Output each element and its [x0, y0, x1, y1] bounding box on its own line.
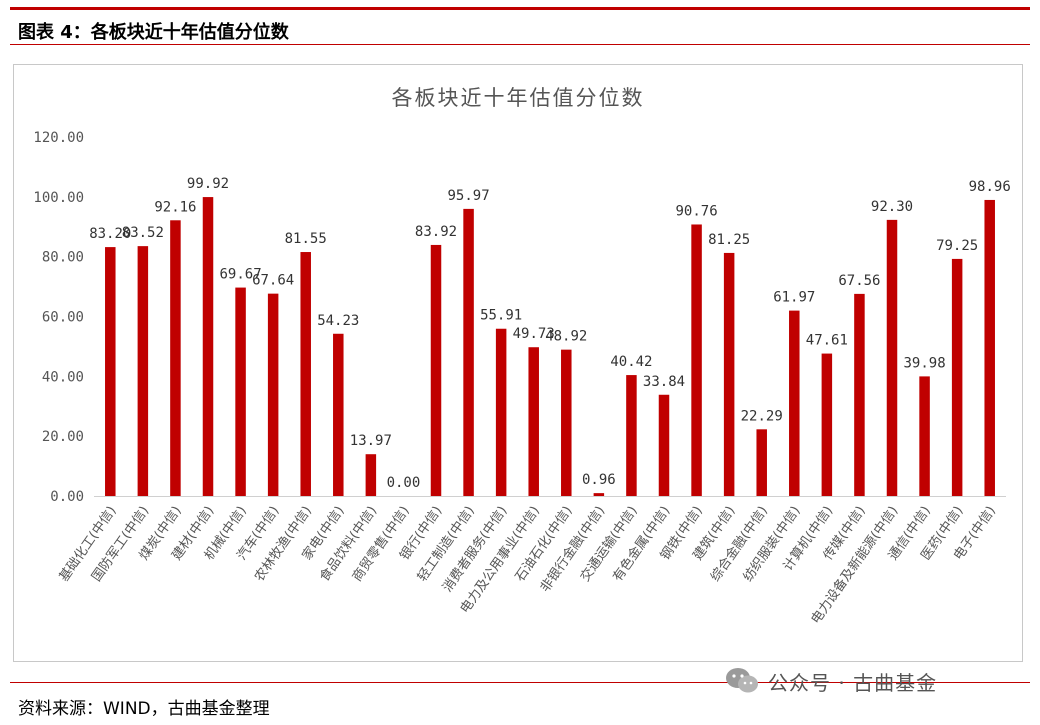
bar — [235, 287, 246, 496]
bar — [267, 293, 279, 496]
bar — [756, 429, 767, 496]
wechat-icon — [726, 668, 758, 693]
data-label: 83.20 — [89, 226, 131, 242]
bar — [463, 208, 474, 496]
bottom-rule — [10, 682, 1030, 683]
data-label: 79.25 — [936, 238, 978, 254]
data-label: 22.29 — [741, 408, 783, 424]
data-label: 81.25 — [708, 232, 750, 248]
watermark: 公众号 · 古曲基金 — [724, 666, 937, 696]
bar — [300, 252, 311, 496]
data-label: 92.30 — [871, 199, 913, 215]
bar — [561, 349, 572, 496]
data-label: 55.91 — [480, 308, 522, 324]
y-tick-label: 120.00 — [33, 130, 84, 146]
data-label: 40.42 — [610, 354, 652, 370]
bar — [495, 328, 507, 496]
bar — [365, 454, 377, 496]
y-tick-label: 80.00 — [42, 250, 84, 266]
data-label: 90.76 — [675, 203, 717, 219]
data-label: 83.92 — [415, 224, 457, 240]
y-tick-label: 0.00 — [50, 489, 84, 505]
data-label: 67.56 — [838, 273, 880, 289]
data-label: 54.23 — [317, 313, 359, 329]
data-label: 98.96 — [969, 179, 1011, 195]
y-tick-label: 100.00 — [33, 190, 84, 206]
data-label: 92.16 — [154, 199, 196, 215]
data-label: 0.00 — [387, 475, 421, 491]
data-label: 67.64 — [252, 273, 294, 289]
bar — [137, 246, 149, 496]
bar-chart: 各板块近十年估值分位数 0.00 20.00 40.00 60.00 80.00 100.0… — [33, 86, 1011, 627]
data-label: 13.97 — [350, 433, 392, 449]
bar — [723, 252, 735, 496]
chart-title: 各板块近十年估值分位数 — [392, 86, 645, 110]
data-label: 33.84 — [643, 374, 685, 390]
bar — [170, 220, 181, 496]
y-tick-label: 20.00 — [42, 429, 84, 445]
bar — [821, 353, 833, 496]
data-label: 61.97 — [773, 290, 815, 306]
data-label: 95.97 — [447, 188, 489, 204]
data-label: 39.98 — [903, 355, 945, 371]
data-label: 99.92 — [187, 176, 229, 192]
bar — [593, 493, 605, 496]
bar — [333, 333, 344, 496]
bar — [854, 293, 865, 496]
data-label: 81.55 — [285, 231, 327, 247]
data-label: 83.52 — [122, 225, 164, 241]
bar — [626, 375, 637, 496]
bar — [202, 197, 214, 496]
header-rule — [10, 44, 1030, 45]
data-label: 48.92 — [545, 329, 587, 345]
top-rule — [10, 7, 1030, 10]
bar — [789, 310, 800, 496]
chart-frame: 各板块近十年估值分位数 0.00 20.00 40.00 60.00 80.00 100.0… — [13, 64, 1023, 662]
source-note: 资料来源：WIND，古曲基金整理 — [18, 699, 270, 719]
data-label: 49.73 — [513, 326, 555, 342]
data-label: 47.61 — [806, 333, 848, 349]
figure-title: 图表 4：各板块近十年估值分位数 — [18, 22, 289, 43]
bar — [984, 199, 995, 496]
bar — [951, 258, 963, 496]
bar — [691, 224, 702, 497]
bar — [105, 247, 116, 496]
data-label: 0.96 — [582, 472, 616, 488]
bar — [658, 394, 670, 496]
category-label: 基础化工(中信) — [57, 504, 120, 585]
watermark-text: 公众号 · 古曲基金 — [768, 670, 938, 695]
bar — [886, 219, 898, 496]
y-tick-label: 60.00 — [42, 310, 84, 326]
y-tick-label: 40.00 — [42, 369, 84, 385]
bar — [919, 376, 930, 496]
data-label: 69.67 — [219, 267, 261, 283]
bar — [528, 347, 539, 496]
bar — [430, 244, 442, 496]
